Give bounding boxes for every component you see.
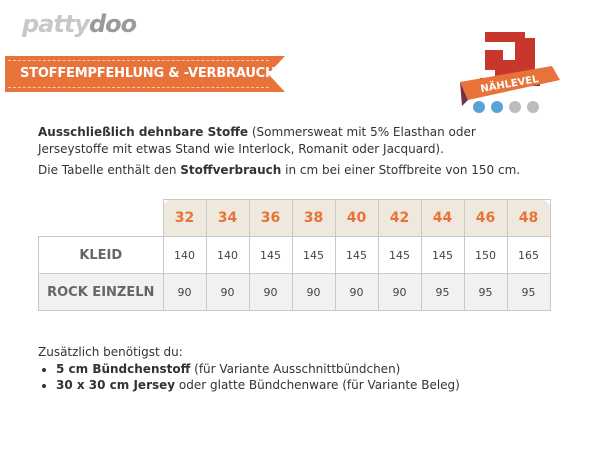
level-dots [473, 101, 539, 113]
size-header: 36 [248, 199, 293, 237]
table-cell: 145 [420, 236, 465, 274]
additional-title: Zusätzlich benötigst du: [38, 345, 183, 359]
table-note: Die Tabelle enthält den Stoffverbrauch i… [38, 163, 521, 177]
additional-list: 5 cm Bündchenstoff (für Variante Ausschn… [44, 361, 460, 393]
size-header: 32 [162, 199, 207, 237]
table-cell: 90 [162, 273, 207, 311]
size-header: 42 [377, 199, 422, 237]
section-title: STOFFEMPFEHLUNG & -VERBRAUCH [20, 66, 276, 81]
size-header-row: 32 34 36 38 40 42 44 46 48 [39, 199, 551, 237]
level-dot-empty [527, 101, 539, 113]
level-dot-filled [473, 101, 485, 113]
size-header: 48 [506, 199, 551, 237]
table-cell: 140 [205, 236, 250, 274]
table-cell: 95 [463, 273, 508, 311]
table-cell: 145 [248, 236, 293, 274]
size-header: 44 [420, 199, 465, 237]
sewing-machine-icon: NÄHLEVEL [460, 32, 560, 106]
table-cell: 90 [205, 273, 250, 311]
row-label: KLEID [38, 236, 164, 274]
table-cell: 150 [463, 236, 508, 274]
table-cell: 90 [377, 273, 422, 311]
size-header: 34 [205, 199, 250, 237]
table-cell: 140 [162, 236, 207, 274]
size-header: 38 [291, 199, 336, 237]
fabric-usage-table: 32 34 36 38 40 42 44 46 48 KLEID 140 140 145 145 145… [38, 199, 551, 311]
pattydoo-logo: pattydoo [22, 10, 137, 38]
table-cell: 95 [506, 273, 551, 311]
row-label: ROCK EINZELN [38, 273, 164, 311]
table-cell: 95 [420, 273, 465, 311]
size-header: 46 [463, 199, 508, 237]
table-cell [39, 200, 164, 237]
section-banner: STOFFEMPFEHLUNG & -VERBRAUCH [5, 56, 285, 92]
table-row: KLEID 140 140 145 145 145 145 145 150 165 [38, 236, 551, 274]
size-header: 40 [334, 199, 379, 237]
fabric-recommendation: Ausschließlich dehnbare Stoffe (Sommersw… [38, 125, 476, 156]
table-cell: 90 [248, 273, 293, 311]
table-cell: 145 [377, 236, 422, 274]
list-item: 30 x 30 cm Jersey oder glatte Bündchenwa… [56, 377, 460, 393]
table-cell: 90 [291, 273, 336, 311]
table-cell: 90 [334, 273, 379, 311]
level-dot-empty [509, 101, 521, 113]
table-cell: 165 [506, 236, 551, 274]
table-cell: 145 [291, 236, 336, 274]
list-item: 5 cm Bündchenstoff (für Variante Ausschn… [56, 361, 460, 377]
level-dot-filled [491, 101, 503, 113]
table-row: ROCK EINZELN 90 90 90 90 90 90 95 95 95 [38, 273, 551, 311]
table-cell: 145 [334, 236, 379, 274]
